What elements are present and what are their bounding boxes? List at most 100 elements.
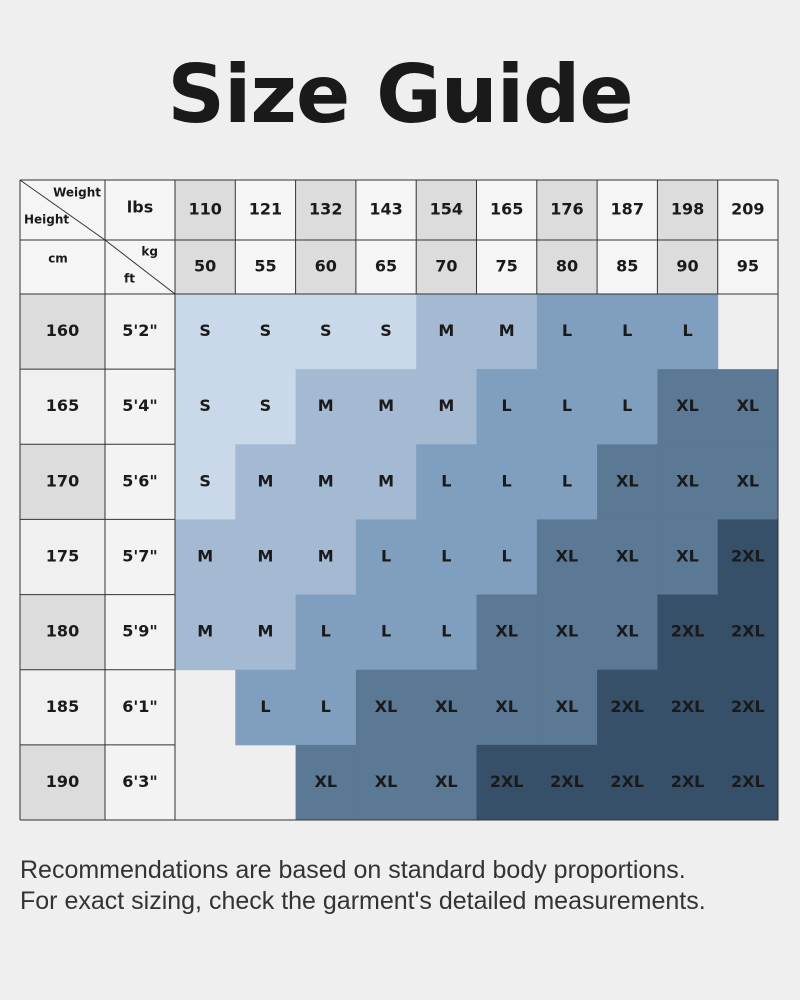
size-cell (476, 669, 538, 746)
ft-bg (105, 744, 175, 820)
size-cell (476, 444, 538, 520)
size-cell (295, 594, 357, 671)
size-cell (597, 669, 658, 746)
size-value: 2XL (610, 697, 644, 716)
kg-value: 95 (737, 257, 759, 276)
size-value: XL (616, 471, 639, 490)
size-cell (476, 369, 538, 445)
cm-bg (20, 594, 105, 670)
size-value: XL (556, 547, 579, 566)
ft-value: 6'1" (122, 697, 158, 716)
diagonal (104, 239, 176, 295)
lbs-value: 187 (611, 200, 644, 219)
cm-bg (20, 744, 105, 820)
cm-bg (20, 294, 105, 370)
size-value: XL (737, 396, 760, 415)
size-value: XL (737, 471, 760, 490)
cm-bg (20, 444, 105, 520)
size-value: L (441, 547, 451, 566)
size-value: 2XL (610, 772, 644, 791)
size-cell (657, 594, 719, 671)
size-value: M (499, 321, 515, 340)
cm-bg (20, 369, 105, 445)
size-cell (295, 519, 357, 596)
size-value: 2XL (671, 622, 705, 641)
kg-value: 90 (676, 257, 698, 276)
size-cell (295, 744, 357, 821)
size-value: 2XL (490, 772, 524, 791)
size-cell (536, 744, 598, 821)
size-value: L (502, 396, 512, 415)
size-cell (536, 594, 598, 671)
size-cell (295, 369, 357, 445)
size-value: L (562, 396, 572, 415)
size-cell (235, 519, 297, 596)
corner-weight: Weight (53, 186, 101, 200)
size-value: XL (616, 547, 639, 566)
ft-value: 5'7" (122, 547, 158, 566)
size-value: XL (676, 396, 699, 415)
size-cell (597, 369, 658, 445)
size-cell (355, 294, 417, 370)
size-cell (175, 594, 236, 671)
size-cell (536, 519, 598, 596)
size-cell (717, 744, 779, 821)
header-shade (416, 180, 477, 294)
size-cell (597, 594, 658, 671)
kg-value: 50 (194, 257, 216, 276)
size-cell (476, 594, 538, 671)
lbs-value: 209 (731, 200, 764, 219)
size-value: L (682, 321, 692, 340)
size-cell (355, 519, 417, 596)
size-value: S (260, 321, 272, 340)
header-shade (295, 180, 356, 294)
size-value: 2XL (550, 772, 584, 791)
size-value: M (197, 622, 213, 641)
size-value: L (502, 471, 512, 490)
size-cell (657, 369, 719, 445)
size-cell (717, 519, 779, 596)
cm-value: 190 (46, 772, 79, 791)
cm-value: 170 (46, 471, 79, 490)
size-cell (355, 594, 417, 671)
size-value: L (260, 697, 270, 716)
size-value: M (257, 622, 273, 641)
size-value: S (199, 471, 211, 490)
size-cell (597, 444, 658, 520)
size-value: XL (375, 697, 398, 716)
size-value: XL (435, 772, 458, 791)
size-cell (235, 369, 297, 445)
ft-bg (105, 444, 175, 520)
size-value: M (438, 396, 454, 415)
cm-value: 175 (46, 547, 79, 566)
size-value: XL (676, 471, 699, 490)
ft-bg (105, 669, 175, 745)
cm-bg (20, 669, 105, 745)
kg-value: 60 (315, 257, 337, 276)
size-value: 2XL (671, 697, 705, 716)
size-cell (295, 294, 357, 370)
ft-value: 5'2" (122, 321, 158, 340)
ft-value: 5'6" (122, 471, 158, 490)
corner-height: Height (24, 213, 69, 227)
size-cell (536, 369, 598, 445)
ft-bg (105, 519, 175, 595)
header-bg (20, 180, 778, 294)
title: Size Guide (167, 48, 632, 141)
ft-bg (105, 594, 175, 670)
lbs-value: 198 (671, 200, 704, 219)
size-value: L (321, 697, 331, 716)
cm-value: 180 (46, 622, 79, 641)
size-cell (416, 294, 477, 370)
size-value: S (199, 396, 211, 415)
size-cell (416, 519, 477, 596)
size-cell (355, 669, 417, 746)
size-value: M (257, 471, 273, 490)
size-cell (416, 669, 477, 746)
size-cell (235, 594, 297, 671)
size-cell (355, 444, 417, 520)
size-cell (235, 444, 297, 520)
size-value: L (562, 321, 572, 340)
size-cell (355, 369, 417, 445)
